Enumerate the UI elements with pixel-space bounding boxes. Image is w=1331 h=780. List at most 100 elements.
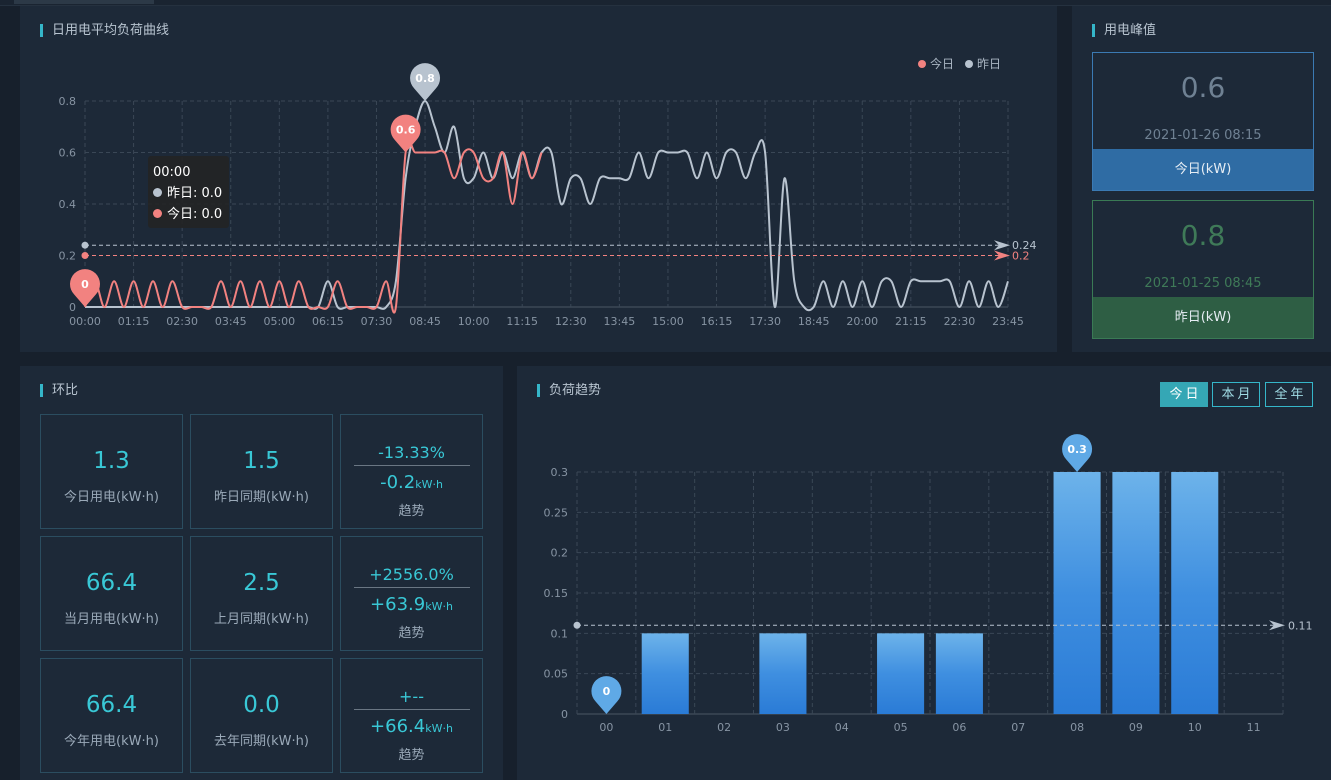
tile-year-trend: +-- +66.4kW·h 趋势 <box>340 658 483 773</box>
peak-panel: 用电峰值 0.6 2021-01-26 08:15 今日(kW) 0.8 202… <box>1072 6 1331 352</box>
x-tick-label: 07 <box>1011 721 1025 734</box>
tile-label: 昨日同期(kW·h) <box>214 490 309 505</box>
x-tick-label: 09 <box>1129 721 1143 734</box>
ratio-title: 环比 <box>40 384 78 397</box>
x-tick-label: 06 <box>952 721 966 734</box>
top-bar <box>0 0 1331 6</box>
tile-diff-value: -0.2 <box>380 472 416 493</box>
tile-month-trend: +2556.0% +63.9kW·h 趋势 <box>340 536 483 651</box>
x-tick-label: 10:00 <box>458 315 490 328</box>
tile-divider <box>354 465 470 466</box>
x-tick-label: 02 <box>717 721 731 734</box>
average-line-arrow <box>994 240 1010 251</box>
x-tick-label: 05:00 <box>263 315 295 328</box>
tile-value: 2.5 <box>243 570 280 596</box>
legend-item-today[interactable]: 今日 <box>918 55 954 72</box>
chart-tooltip: 00:00 昨日: 0.0 今日: 0.0 <box>148 156 229 228</box>
range-button-month[interactable]: 本月 <box>1212 382 1260 407</box>
tile-year-usage: 66.4 今年用电(kW·h) <box>40 658 183 773</box>
tile-percent: +2556.0% <box>369 565 454 584</box>
y-tick-label: 0.25 <box>544 506 569 519</box>
peak-title: 用电峰值 <box>1092 24 1156 37</box>
tile-diff: -0.2kW·h <box>341 472 482 493</box>
x-tick-label: 07:30 <box>361 315 393 328</box>
marker-pin-max-label: 0.3 <box>1067 443 1087 456</box>
tile-percent: -13.33% <box>378 443 445 462</box>
average-line-arrow <box>1269 620 1285 631</box>
x-tick-label: 18:45 <box>798 315 830 328</box>
y-tick-label: 0.3 <box>551 466 569 479</box>
tile-yesterday-same-period: 1.5 昨日同期(kW·h) <box>190 414 333 529</box>
legend-today-dot <box>918 60 926 68</box>
legend-item-yesterday[interactable]: 昨日 <box>965 55 1001 72</box>
tile-diff-unit: kW·h <box>425 722 453 735</box>
bar-06 <box>935 633 983 714</box>
tile-percent: +-- <box>399 687 424 706</box>
tile-day-trend: -13.33% -0.2kW·h 趋势 <box>340 414 483 529</box>
x-tick-label: 00 <box>599 721 613 734</box>
range-button-year[interactable]: 全年 <box>1265 382 1313 407</box>
tile-label: 上月同期(kW·h) <box>214 612 309 627</box>
marker-pin-min <box>591 676 622 714</box>
y-tick-label: 0 <box>69 301 76 314</box>
tooltip-row-today: 今日: 0.0 <box>153 204 224 225</box>
range-button-today[interactable]: 今日 <box>1160 382 1208 407</box>
x-tick-label: 00:00 <box>69 315 101 328</box>
load-trend-chart[interactable]: 0 0.05 0.1 0.15 0.2 0.25 0.3 00 01 02 03 04 05 06 07 08… <box>517 366 1331 780</box>
average-line-label: 0.2 <box>1012 250 1030 263</box>
y-tick-label: 0.15 <box>544 587 569 600</box>
tooltip-today-name: 今日 <box>167 207 194 222</box>
y-tick-label: 0.2 <box>59 250 77 263</box>
marker-pin-today-label: 0 <box>81 278 89 291</box>
y-tick-label: 0.6 <box>59 147 77 160</box>
peak-yesterday-label: 昨日(kW) <box>1093 297 1313 338</box>
y-tick-label: 0.4 <box>59 198 77 211</box>
peak-today-value: 0.6 <box>1180 71 1226 104</box>
load-trend-title: 负荷趋势 <box>537 384 601 397</box>
tile-today-usage: 1.3 今日用电(kW·h) <box>40 414 183 529</box>
tile-value: 1.5 <box>243 448 280 474</box>
tile-value: 66.4 <box>85 570 138 596</box>
load-curve-panel: 日用电平均负荷曲线 今日 昨日 0 0.2 0.4 0.6 0.8 00:00 01:15 0… <box>20 6 1057 352</box>
x-tick-label: 23:45 <box>992 315 1024 328</box>
average-line-label: 0.11 <box>1288 619 1313 632</box>
peak-yesterday-value: 0.8 <box>1180 219 1226 252</box>
tile-label: 当月用电(kW·h) <box>64 612 159 627</box>
x-tick-label: 05 <box>894 721 908 734</box>
bar-05 <box>877 633 925 714</box>
x-tick-label: 08:45 <box>409 315 441 328</box>
peak-yesterday-time: 2021-01-25 08:45 <box>1144 276 1262 291</box>
bar-01 <box>641 633 689 714</box>
x-tick-label: 03:45 <box>215 315 247 328</box>
load-curve-chart[interactable]: 0 0.2 0.4 0.6 0.8 00:00 01:15 02:30 03:45 05:00 06… <box>20 6 1057 352</box>
x-tick-label: 12:30 <box>555 315 587 328</box>
x-tick-label: 13:45 <box>604 315 636 328</box>
marker-pin-yesterday <box>410 63 441 101</box>
tile-trend-label: 趋势 <box>398 504 425 519</box>
tile-value: 1.3 <box>93 448 130 474</box>
tile-diff-value: +66.4 <box>370 716 426 737</box>
tooltip-yesterday-dot <box>153 188 162 197</box>
y-tick-label: 0.1 <box>551 627 569 640</box>
bar-08 <box>1053 472 1101 714</box>
x-tick-label: 16:15 <box>701 315 733 328</box>
series-line-today <box>84 140 543 314</box>
tooltip-today-dot <box>153 209 162 218</box>
tile-label: 今年用电(kW·h) <box>64 734 159 749</box>
tile-label: 今日用电(kW·h) <box>64 490 159 505</box>
x-tick-label: 22:30 <box>944 315 976 328</box>
tooltip-today-value: 0.0 <box>201 207 223 222</box>
tooltip-time: 00:00 <box>153 165 191 180</box>
peak-card-yesterday: 0.8 2021-01-25 08:45 昨日(kW) <box>1092 200 1314 339</box>
ratio-panel: 环比 1.3 今日用电(kW·h) 1.5 昨日同期(kW·h) -13.33%… <box>20 366 503 780</box>
peak-today-time: 2021-01-26 08:15 <box>1144 128 1262 143</box>
tile-diff-unit: kW·h <box>425 600 453 613</box>
y-tick-label: 0.8 <box>59 95 77 108</box>
series-line-yesterday <box>84 99 1009 312</box>
tooltip-yesterday-name: 昨日 <box>167 186 194 201</box>
active-tab-indicator[interactable] <box>14 0 154 4</box>
bar-10 <box>1171 472 1219 714</box>
tile-diff: +63.9kW·h <box>341 594 482 615</box>
marker-pin-max <box>1062 434 1093 472</box>
bar-09 <box>1112 472 1160 714</box>
